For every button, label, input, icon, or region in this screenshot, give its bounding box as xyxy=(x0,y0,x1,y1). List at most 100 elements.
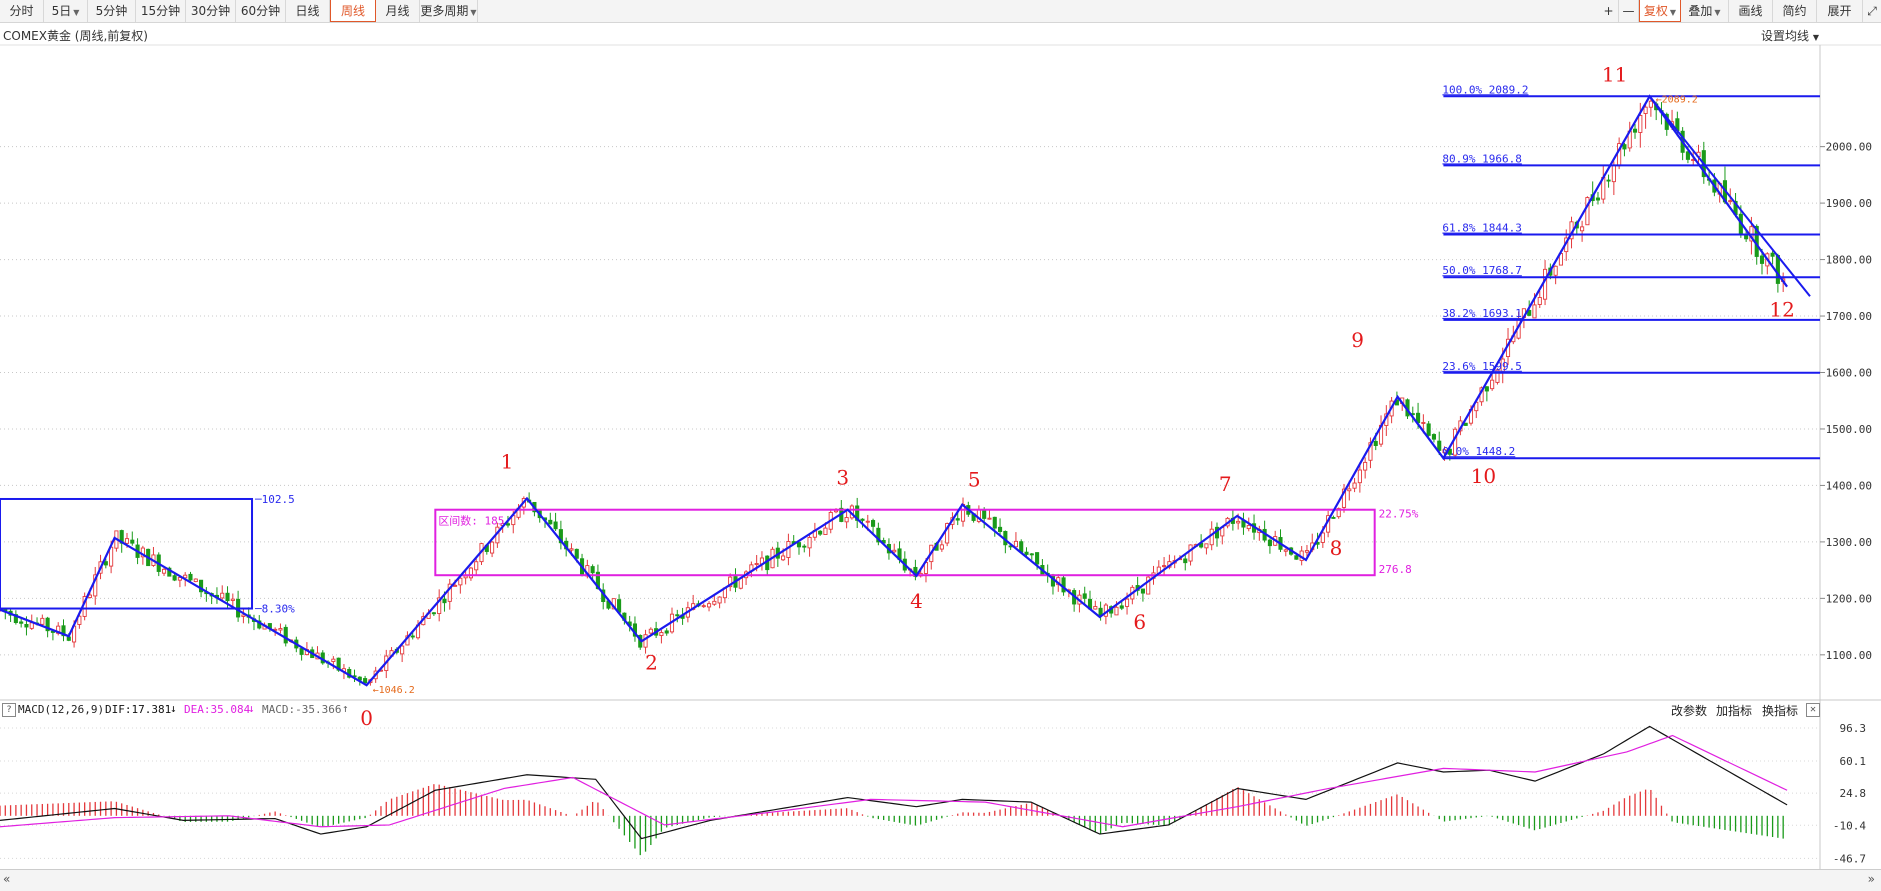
fib-label: 38.2% 1693.1 xyxy=(1442,307,1521,320)
candle-body xyxy=(818,530,823,535)
candle-body xyxy=(1500,358,1505,373)
candle-body xyxy=(278,628,283,631)
toolbar-button-5[interactable]: 简约 xyxy=(1773,0,1817,22)
toolbar-button-2[interactable]: 复权 ▼ xyxy=(1639,0,1681,22)
period-tab-0[interactable]: 分时 xyxy=(0,0,44,22)
ma-settings-button[interactable]: 设置均线 ▼ xyxy=(1761,27,1819,44)
candle-body xyxy=(955,518,960,521)
candle-body xyxy=(1146,576,1151,595)
range-box xyxy=(434,508,1376,577)
toolbar-button-label: 展开 xyxy=(1827,4,1852,18)
toolbar-button-label: — xyxy=(1622,4,1635,18)
help-icon[interactable]: ? xyxy=(2,703,16,717)
candle-body xyxy=(1495,369,1500,383)
fib-label: 50.0% 1768.7 xyxy=(1442,264,1521,277)
candle-body xyxy=(77,615,82,625)
fib-label: 61.8% 1844.3 xyxy=(1442,222,1521,235)
toolbar-button-1[interactable]: — xyxy=(1619,0,1639,22)
candle-body xyxy=(463,575,468,579)
candle-body xyxy=(1035,552,1040,565)
toolbar-button-6[interactable]: 展开 xyxy=(1817,0,1863,22)
candle-body xyxy=(13,614,18,623)
candle-body xyxy=(199,579,204,593)
candle-body xyxy=(447,583,452,602)
candle-body xyxy=(45,617,50,632)
candle-body xyxy=(1606,179,1611,182)
candle-body xyxy=(860,518,865,521)
period-tab-3[interactable]: 15分钟 xyxy=(136,0,186,22)
candle-body xyxy=(1368,442,1373,461)
candle-body xyxy=(1437,440,1442,451)
toolbar-button-label: 叠加 xyxy=(1688,4,1713,18)
candle-body xyxy=(844,517,849,523)
toolbar-button-4[interactable]: 画线 xyxy=(1729,0,1773,22)
candle-body xyxy=(230,598,235,601)
period-tab-4[interactable]: 30分钟 xyxy=(186,0,236,22)
candle-body xyxy=(855,505,860,521)
period-tab-6[interactable]: 日线 xyxy=(286,0,330,22)
candle-body xyxy=(706,603,712,608)
candle-body xyxy=(331,658,336,662)
period-tab-8[interactable]: 月线 xyxy=(376,0,420,22)
period-tab-1[interactable]: 5日 ▼ xyxy=(44,0,88,22)
macd-tick-label: 24.8 xyxy=(1840,787,1867,800)
macd-tick-label: -46.7 xyxy=(1833,852,1866,865)
toolbar-button-0[interactable]: + xyxy=(1599,0,1619,22)
candle-body xyxy=(1098,607,1103,616)
candle-body xyxy=(437,597,442,615)
box-label: ─8.30% xyxy=(254,603,295,616)
candle-body xyxy=(1024,551,1029,555)
wave-label-9: 9 xyxy=(1351,328,1364,352)
y-tick-label: 1300.00 xyxy=(1826,536,1872,549)
fib-label: 23.6% 1599.5 xyxy=(1442,360,1521,373)
candle-body xyxy=(124,538,130,544)
wave-label-5: 5 xyxy=(968,468,981,492)
candle-body xyxy=(1484,386,1489,392)
candle-body xyxy=(161,568,167,574)
candle-body xyxy=(1061,577,1066,593)
wave-label-10: 10 xyxy=(1471,464,1496,488)
candle-body xyxy=(225,592,230,602)
y-tick-label: 1800.00 xyxy=(1826,254,1872,267)
candle-body xyxy=(299,648,304,655)
wave-label-6: 6 xyxy=(1133,610,1146,634)
candle-body xyxy=(807,537,812,549)
period-tab-2[interactable]: 5分钟 xyxy=(88,0,136,22)
candle-body xyxy=(558,529,563,544)
candle-body xyxy=(1357,469,1362,484)
period-tab-9[interactable]: 更多周期 ▼ xyxy=(420,0,478,22)
candle-body xyxy=(1553,265,1558,276)
macd-tick-label: -10.4 xyxy=(1833,819,1866,832)
add-indicator-button[interactable]: 加指标 xyxy=(1716,704,1753,718)
candle-body xyxy=(717,596,722,604)
candle-body xyxy=(987,517,992,520)
candle-body xyxy=(241,614,246,617)
chevron-down-icon: ▼ xyxy=(470,8,477,17)
toolbar-button-3[interactable]: 叠加 ▼ xyxy=(1681,0,1729,22)
candle-body xyxy=(1759,255,1765,264)
chevron-down-icon: ▼ xyxy=(73,8,80,17)
box-label: 22.75% xyxy=(1379,508,1419,521)
candle-body xyxy=(802,545,807,548)
candle-body xyxy=(664,630,669,634)
change-params-button[interactable]: 改参数 xyxy=(1671,704,1708,718)
expand-icon[interactable]: ⤢ xyxy=(1867,4,1877,18)
close-icon[interactable]: ✕ xyxy=(1806,703,1820,717)
candle-body xyxy=(453,584,458,587)
candle-body xyxy=(1532,304,1537,319)
period-tab-7[interactable]: 周线 xyxy=(330,0,376,22)
candle-body xyxy=(458,577,463,586)
switch-indicator-button[interactable]: 换指标 xyxy=(1762,704,1799,718)
candle-body xyxy=(1267,539,1272,547)
candle-body xyxy=(1622,144,1627,150)
scroll-right-icon[interactable]: » xyxy=(1867,872,1875,886)
candle-body xyxy=(1611,164,1616,183)
scroll-left-icon[interactable]: « xyxy=(3,872,11,886)
candle-body xyxy=(1320,532,1325,543)
candle-body xyxy=(29,622,34,629)
candle-body xyxy=(1775,255,1780,284)
candle-body xyxy=(1643,106,1648,114)
candle-body xyxy=(865,520,870,523)
candle-body xyxy=(1304,550,1310,553)
period-tab-5[interactable]: 60分钟 xyxy=(236,0,286,22)
